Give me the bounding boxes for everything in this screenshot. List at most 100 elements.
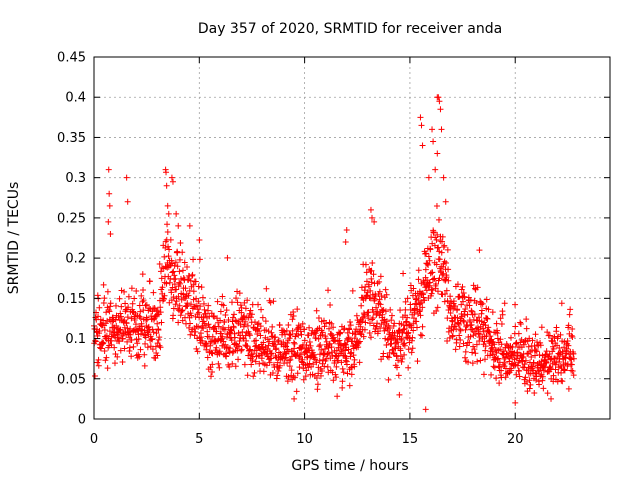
data-point <box>365 283 372 290</box>
data-point <box>547 356 554 363</box>
data-point <box>422 406 429 413</box>
data-point <box>404 295 411 302</box>
data-point <box>133 288 140 295</box>
data-point <box>149 326 156 333</box>
data-point <box>321 323 328 330</box>
data-point <box>177 240 184 247</box>
data-point <box>566 311 573 318</box>
data-point <box>442 198 449 205</box>
data-point <box>425 174 432 181</box>
data-point <box>290 309 297 316</box>
data-point <box>234 299 241 306</box>
data-point <box>218 330 225 337</box>
data-point <box>415 276 422 283</box>
data-point <box>449 318 456 325</box>
data-point <box>300 376 307 383</box>
data-point <box>460 340 467 347</box>
data-point <box>364 289 371 296</box>
data-point <box>257 332 264 339</box>
data-point <box>96 328 103 335</box>
data-point <box>550 372 557 379</box>
data-point <box>156 334 163 341</box>
data-point <box>154 352 161 359</box>
data-point <box>457 337 464 344</box>
data-point <box>462 354 469 361</box>
data-point <box>185 277 192 284</box>
data-point <box>397 307 404 314</box>
data-point <box>150 289 157 296</box>
data-point <box>137 315 144 322</box>
data-point <box>469 349 476 356</box>
data-point <box>293 388 300 395</box>
data-point <box>267 299 274 306</box>
data-point <box>543 359 550 366</box>
data-point <box>247 307 254 314</box>
data-point <box>164 202 171 209</box>
data-point <box>104 317 111 324</box>
data-point <box>214 315 221 322</box>
data-point <box>383 291 390 298</box>
data-point <box>400 270 407 277</box>
data-point <box>165 243 172 250</box>
data-point <box>225 317 232 324</box>
data-point <box>181 259 188 266</box>
data-point <box>425 253 432 260</box>
data-point <box>323 355 330 362</box>
data-point <box>470 332 477 339</box>
data-point <box>322 335 329 342</box>
data-point <box>310 361 317 368</box>
data-point <box>442 291 449 298</box>
data-point <box>204 307 211 314</box>
data-point <box>466 302 473 309</box>
data-point <box>330 377 337 384</box>
data-point <box>426 279 433 286</box>
data-point <box>421 297 428 304</box>
data-point <box>501 359 508 366</box>
data-point <box>126 344 133 351</box>
data-point <box>270 298 277 305</box>
data-point <box>272 334 279 341</box>
data-point <box>233 295 240 302</box>
data-point <box>405 364 412 371</box>
data-point <box>351 356 358 363</box>
data-point <box>382 308 389 315</box>
data-point <box>224 254 231 261</box>
data-point <box>536 381 543 388</box>
data-point <box>250 373 257 380</box>
data-point <box>249 301 256 308</box>
data-point <box>162 166 169 173</box>
data-point <box>326 340 333 347</box>
data-point <box>295 355 302 362</box>
data-point <box>526 385 533 392</box>
data-point <box>138 330 145 337</box>
data-point <box>498 367 505 374</box>
data-point <box>455 320 462 327</box>
data-point <box>117 327 124 334</box>
data-point <box>446 303 453 310</box>
data-point <box>302 373 309 380</box>
data-point <box>242 318 249 325</box>
data-point <box>231 334 238 341</box>
data-point <box>443 287 450 294</box>
data-point <box>493 320 500 327</box>
data-point <box>458 313 465 320</box>
y-tick-label: 0.2 <box>65 252 86 267</box>
data-point <box>154 320 161 327</box>
data-point <box>349 338 356 345</box>
data-point <box>361 287 368 294</box>
data-point <box>308 347 315 354</box>
data-point <box>456 332 463 339</box>
data-point <box>202 322 209 329</box>
data-point <box>104 365 111 372</box>
data-point <box>176 256 183 263</box>
data-point <box>551 334 558 341</box>
data-point <box>111 360 118 367</box>
data-point <box>368 267 375 274</box>
data-point <box>471 311 478 318</box>
data-point <box>290 313 297 320</box>
data-point <box>396 391 403 398</box>
data-point <box>405 346 412 353</box>
data-point <box>467 333 474 340</box>
data-point <box>439 233 446 240</box>
data-point <box>441 242 448 249</box>
